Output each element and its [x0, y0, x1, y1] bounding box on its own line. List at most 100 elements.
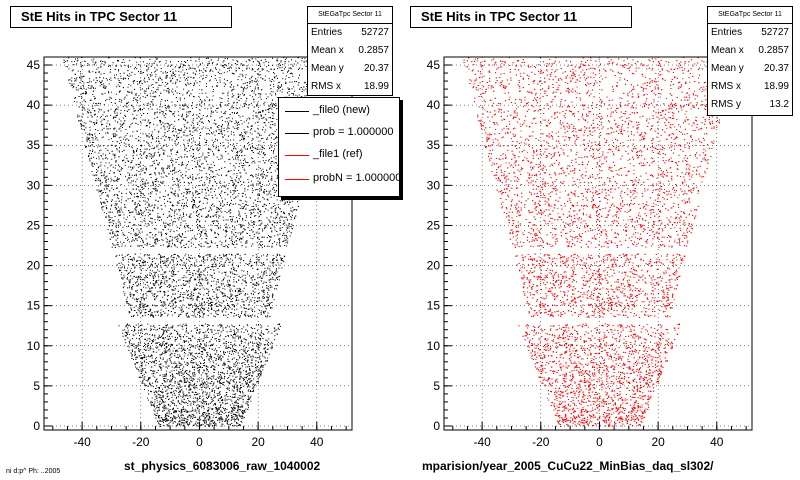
data-point: [212, 220, 214, 222]
data-point: [229, 387, 231, 389]
data-point: [96, 137, 98, 139]
data-point: [220, 351, 221, 353]
data-point: [208, 410, 210, 412]
data-point: [254, 71, 256, 72]
data-point: [241, 238, 243, 240]
data-point: [193, 200, 195, 202]
data-point: [229, 144, 231, 146]
data-point: [227, 370, 229, 372]
data-point: [202, 353, 204, 355]
data-point: [178, 189, 180, 191]
data-point: [141, 324, 143, 326]
data-point: [119, 166, 121, 168]
data-point: [149, 266, 151, 267]
data-point: [271, 230, 273, 232]
data-point: [242, 166, 244, 168]
data-point: [105, 162, 107, 164]
data-point: [199, 285, 201, 287]
data-point: [279, 233, 281, 235]
data-point: [143, 360, 145, 362]
data-point: [158, 216, 160, 218]
data-point: [284, 239, 286, 241]
data-point: [276, 268, 278, 270]
data-point: [242, 70, 244, 72]
data-point: [170, 346, 172, 348]
data-point: [252, 267, 254, 269]
data-point: [223, 381, 225, 383]
data-point: [210, 402, 211, 404]
data-point: [163, 305, 164, 307]
data-point: [227, 313, 229, 315]
data-point: [182, 234, 183, 236]
data-point: [206, 302, 208, 303]
data-point: [225, 244, 227, 246]
data-point: [220, 354, 222, 356]
data-point: [269, 270, 271, 272]
data-point: [240, 98, 242, 99]
data-point: [125, 193, 127, 195]
data-point: [176, 178, 178, 180]
data-point: [109, 225, 110, 227]
data-point: [276, 90, 278, 92]
data-point: [113, 136, 114, 138]
data-point: [235, 290, 236, 292]
data-point: [224, 420, 226, 422]
data-point: [103, 206, 105, 208]
data-point: [80, 73, 82, 75]
data-point: [175, 171, 177, 173]
data-point: [144, 207, 146, 209]
data-point: [196, 398, 198, 400]
data-point: [274, 123, 276, 125]
data-point: [264, 267, 266, 269]
data-point: [151, 335, 153, 336]
data-point: [253, 386, 255, 388]
data-point: [169, 262, 171, 264]
data-point: [210, 313, 212, 315]
data-point: [203, 378, 205, 380]
data-point: [173, 93, 174, 95]
data-point: [229, 331, 231, 333]
data-point: [195, 357, 197, 359]
data-point: [141, 179, 143, 181]
data-point: [290, 63, 292, 65]
data-point: [162, 169, 164, 171]
data-point: [184, 361, 186, 363]
data-point: [198, 410, 200, 412]
data-point: [244, 131, 246, 133]
data-point: [144, 244, 146, 246]
data-point: [185, 253, 187, 255]
data-point: [156, 190, 158, 192]
data-point: [204, 99, 206, 101]
data-point: [233, 234, 235, 236]
data-point: [162, 396, 164, 398]
data-point: [262, 138, 264, 139]
data-point: [106, 185, 108, 187]
data-point: [188, 352, 190, 354]
data-point: [144, 203, 146, 205]
data-point: [127, 327, 129, 329]
data-point: [114, 235, 116, 237]
data-point: [204, 279, 206, 281]
data-point: [129, 126, 131, 128]
data-point: [169, 270, 171, 272]
data-point: [142, 295, 144, 297]
data-point: [128, 341, 130, 342]
data-point: [233, 384, 235, 386]
data-point: [265, 129, 267, 131]
data-point: [131, 278, 133, 280]
data-point: [76, 77, 78, 79]
data-point: [266, 184, 268, 186]
data-point: [236, 102, 238, 104]
data-point: [195, 259, 197, 261]
data-point: [218, 129, 220, 131]
data-point: [159, 109, 161, 111]
data-point: [99, 195, 101, 197]
data-point: [172, 417, 174, 419]
data-point: [174, 120, 176, 122]
data-point: [129, 305, 131, 306]
data-point: [221, 399, 222, 401]
data-point: [253, 385, 255, 386]
data-point: [127, 331, 129, 333]
data-point: [237, 384, 239, 386]
data-point: [227, 245, 228, 247]
